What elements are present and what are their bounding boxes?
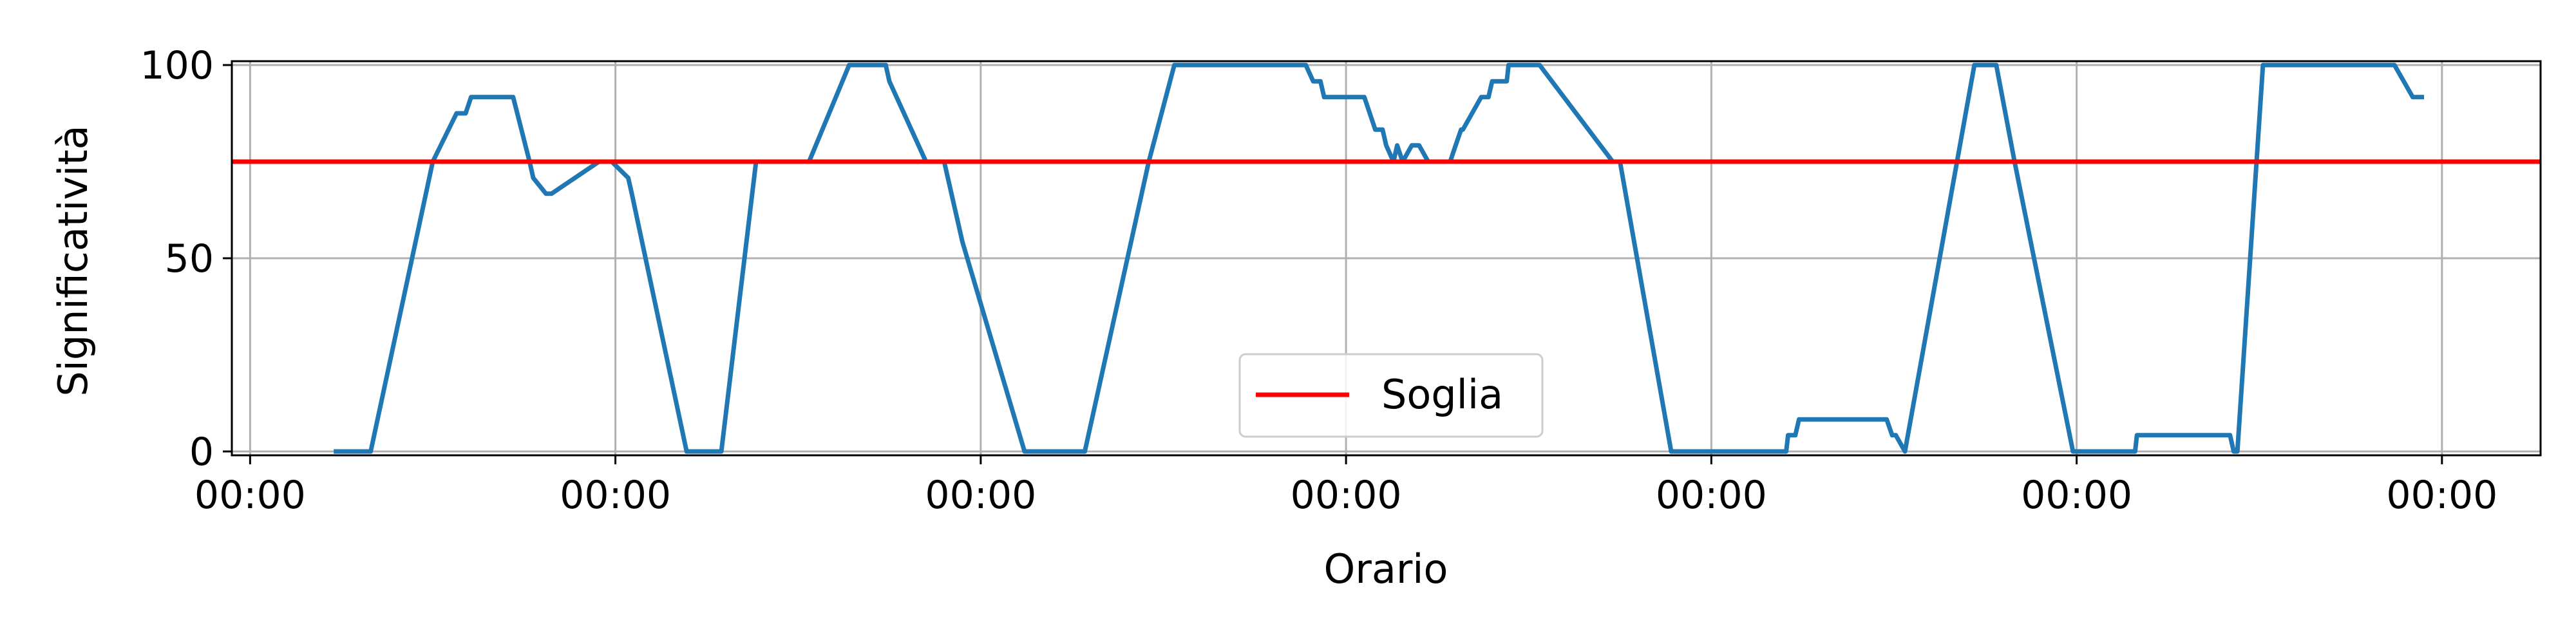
x-tick-label: 00:00: [2386, 473, 2497, 518]
x-axis-title: Orario: [1324, 545, 1448, 592]
x-tick-label: 00:00: [560, 473, 671, 518]
x-tick-label: 00:00: [1291, 473, 1402, 518]
x-tick-label: 00:00: [925, 473, 1036, 518]
legend: Soglia: [1238, 353, 1544, 438]
legend-label-soglia: Soglia: [1381, 371, 1503, 418]
y-tick-label: 50: [165, 236, 214, 281]
x-tick-label: 00:00: [2021, 473, 2132, 518]
legend-box: [1238, 353, 1544, 438]
grid-lines: [232, 61, 2541, 455]
x-axis-ticks: 00:00 00:00 00:00 00:00 00:00 00:00 00:00: [194, 455, 2497, 518]
y-tick-label: 0: [189, 430, 214, 475]
y-axis-title: Significatività: [50, 125, 97, 396]
x-tick-label: 00:00: [1656, 473, 1767, 518]
x-tick-label: 00:00: [194, 473, 306, 518]
y-axis-ticks: 0 50 100: [140, 43, 232, 475]
y-tick-label: 100: [140, 43, 214, 88]
